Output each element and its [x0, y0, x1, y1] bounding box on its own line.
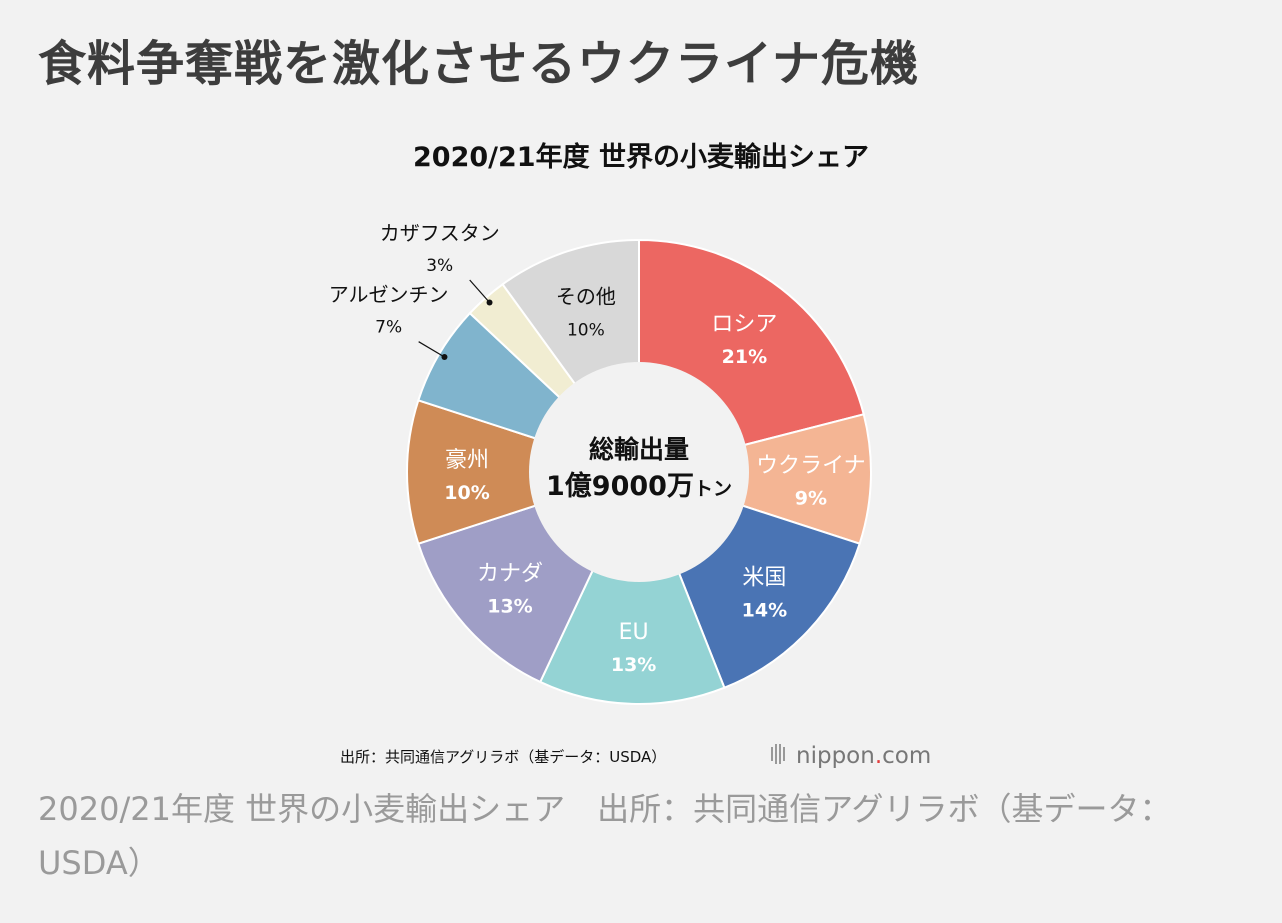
leader-dot-6: [441, 353, 448, 360]
slice-label-2: 米国: [742, 566, 786, 591]
leader-line-6: [418, 341, 445, 358]
slice-label-7: カザフスタン: [380, 221, 500, 245]
donut-hole: [529, 362, 749, 582]
headline: 食料争奪戦を激化させるウクライナ危機: [38, 36, 920, 92]
slice-3: [538, 469, 726, 705]
slice-label-3: EU: [619, 620, 649, 645]
image-caption: 2020/21年度 世界の小麦輸出シェア 出所：共同通信アグリラボ（基データ：U…: [38, 790, 1172, 882]
slice-pct-4: 13%: [487, 596, 532, 618]
slice-5: [406, 399, 643, 545]
slice-label-8: その他: [556, 284, 616, 308]
slice-pct-3: 13%: [611, 654, 656, 676]
slice-pct-6: 7%: [375, 318, 402, 338]
slice-pct-7: 3%: [426, 256, 453, 276]
slice-labels: ロシア 21% ウクライナ 9% 米国 14% EU 13% カナダ 13% 豪州 10% アルゼンチン…: [329, 221, 866, 676]
center-amount-unit: トン: [694, 478, 732, 500]
slice-1: [635, 413, 872, 545]
brand-logo: nippon.com: [771, 743, 931, 769]
slice-label-5: 豪州: [445, 448, 489, 473]
slice-label-0: ロシア: [711, 312, 777, 337]
slice-label-6: アルゼンチン: [329, 283, 449, 307]
leader-dot-7: [486, 299, 493, 306]
center-amount-value: 1億9000万: [546, 471, 694, 502]
slice-pct-0: 21%: [722, 346, 767, 368]
slice-label-1: ウクライナ: [756, 453, 866, 478]
brand-wordmark: nippon.com: [796, 743, 931, 769]
brand-bars-icon: [771, 744, 785, 764]
source-note: 出所：共同通信アグリラボ（基データ：USDA）: [340, 748, 666, 766]
donut-chart: 2020/21年度 世界の小麦輸出シェア ロシア 21% ウクライナ 9% 米国 14% E…: [329, 141, 932, 769]
slice-pct-1: 9%: [795, 487, 827, 509]
center-label-amount: 1億9000万トン: [546, 471, 732, 502]
slice-pct-2: 14%: [742, 600, 787, 622]
slice-label-4: カナダ: [477, 562, 543, 587]
leader-line-7: [469, 279, 490, 303]
slice-pct-8: 10%: [567, 320, 605, 340]
center-label-total: 総輸出量: [589, 435, 689, 464]
chart-title: 2020/21年度 世界の小麦輸出シェア: [413, 141, 869, 173]
slice-pct-5: 10%: [444, 482, 489, 504]
